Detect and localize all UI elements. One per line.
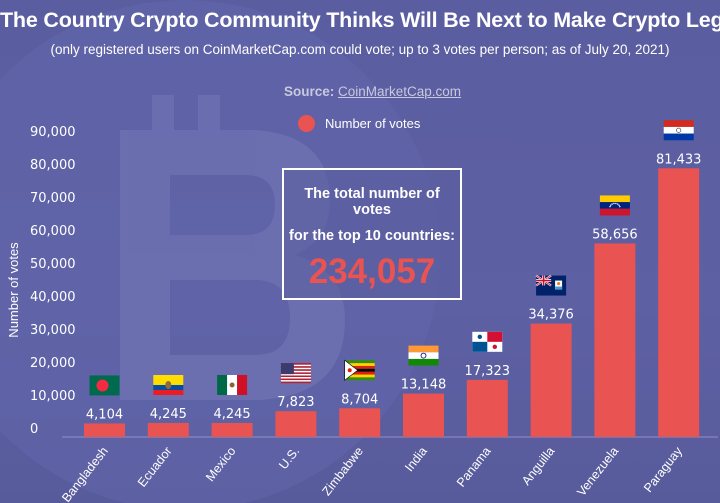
zimbabwe-flag-icon — [344, 359, 375, 381]
y-tick-label: 20,000 — [30, 356, 76, 371]
x-category-label: Zimbabwe — [320, 444, 367, 498]
bar-value-label: 4,104 — [86, 407, 123, 422]
y-tick-label: 0 — [30, 422, 38, 437]
bar-value-label: 4,245 — [150, 407, 187, 422]
y-tick-label: 40,000 — [30, 290, 76, 305]
mexico-flag-icon — [217, 374, 248, 395]
source-line: Source: CoinMarketCap.com — [0, 84, 720, 99]
x-category-label: U.S. — [276, 444, 302, 472]
y-tick-label: 10,000 — [30, 389, 76, 404]
y-tick-label: 80,000 — [30, 158, 76, 173]
ecuador-flag-icon — [153, 374, 184, 395]
india-flag-icon — [408, 345, 439, 366]
total-votes-line2: for the top 10 countries: — [289, 228, 455, 244]
y-tick-label: 60,000 — [30, 224, 76, 239]
legend-swatch — [298, 114, 315, 132]
x-category-label: Bangladesh — [59, 444, 111, 503]
bar — [658, 168, 700, 437]
bangladesh-flag-icon — [89, 375, 120, 396]
y-tick-label: 90,000 — [30, 125, 76, 140]
legend-label: Number of votes — [325, 115, 421, 131]
total-votes-line1: The total number of votes — [304, 186, 440, 218]
bar-value-label: 8,704 — [341, 392, 378, 407]
y-tick-label: 70,000 — [30, 191, 76, 206]
bar — [466, 379, 508, 437]
anguilla-flag-icon — [535, 274, 567, 296]
bar — [403, 393, 444, 437]
y-tick-label: 50,000 — [30, 257, 76, 272]
legend: Number of votes — [298, 113, 420, 133]
bar-value-label: 81,433 — [656, 152, 702, 167]
source-label: Source: — [283, 84, 335, 99]
x-category-label: India — [402, 444, 430, 474]
x-category-label: Anguilla — [519, 444, 557, 488]
bar-value-label: 17,323 — [465, 364, 511, 379]
bar-value-label: 7,823 — [277, 395, 314, 410]
bar — [147, 422, 189, 437]
bar-value-label: 13,148 — [401, 378, 447, 393]
x-category-label: Panama — [454, 444, 494, 489]
bar — [530, 323, 572, 437]
venezuela-flag-icon — [599, 195, 630, 216]
chart-title: The Country Crypto Community Thinks Will… — [0, 8, 720, 32]
bar-value-label: 4,245 — [213, 407, 250, 422]
bar-value-label: 34,376 — [528, 308, 574, 323]
chart-subtitle: (only registered users on CoinMarketCap.… — [50, 42, 670, 57]
bar — [275, 411, 317, 437]
us-flag-icon — [280, 363, 311, 384]
total-votes-box: The total number of votes for the top 10… — [282, 168, 462, 300]
bar — [84, 423, 125, 437]
bar-value-label: 58,656 — [592, 227, 638, 242]
bar — [339, 408, 381, 437]
total-votes-value: 234,057 — [308, 252, 436, 291]
x-category-label: Ecuador — [135, 444, 175, 489]
x-category-label: Paraguay — [641, 444, 685, 495]
paraguay-flag-icon — [663, 120, 694, 141]
x-category-label: Venezuela — [574, 444, 621, 499]
bar — [211, 422, 253, 437]
x-category-label: Mexico — [203, 444, 238, 484]
bar — [594, 243, 636, 437]
y-tick-label: 30,000 — [30, 323, 76, 338]
panama-flag-icon — [472, 331, 503, 352]
source-link[interactable]: CoinMarketCap.com — [337, 84, 462, 99]
y-axis-label: Number of votes — [6, 242, 21, 338]
